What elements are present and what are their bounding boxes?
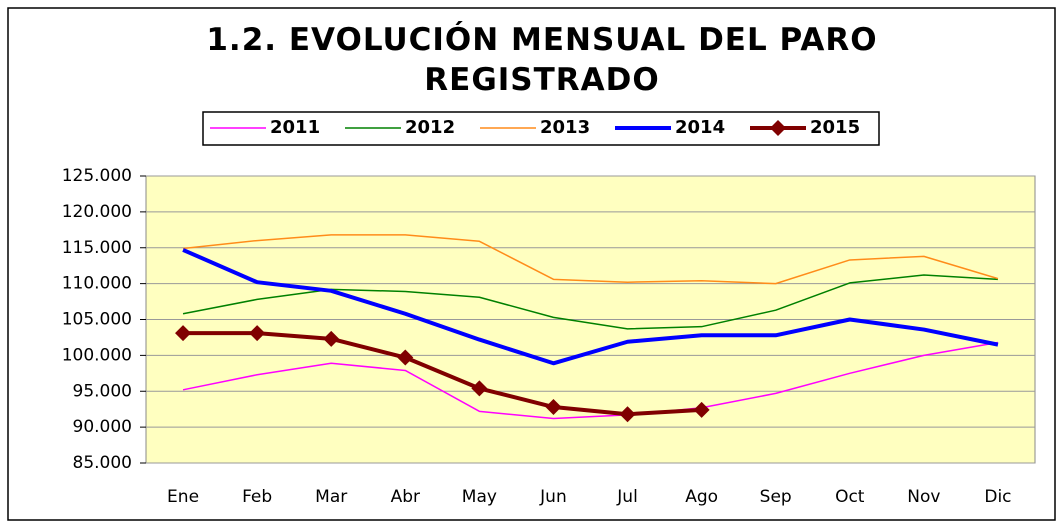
- x-tick-label: Ene: [167, 487, 199, 507]
- data-marker: [175, 325, 192, 342]
- legend-marker: [770, 120, 786, 136]
- x-tick-label: Sep: [760, 487, 792, 507]
- legend-label: 2012: [405, 117, 455, 138]
- x-tick-label: Abr: [391, 487, 420, 507]
- data-marker: [249, 325, 266, 342]
- y-tick-label: 95.000: [73, 381, 132, 401]
- x-tick-label: Jun: [539, 487, 567, 507]
- x-tick-label: May: [462, 487, 497, 507]
- x-tick-label: Nov: [907, 487, 940, 507]
- y-tick-label: 120.000: [62, 202, 132, 222]
- y-tick-label: 100.000: [62, 345, 132, 365]
- data-marker: [323, 330, 340, 347]
- data-marker: [471, 380, 488, 397]
- y-tick-label: 110.000: [62, 274, 132, 294]
- series-line: [182, 248, 999, 366]
- series-line: [182, 341, 999, 420]
- x-tick-label: Dic: [984, 487, 1011, 507]
- y-tick-label: 105.000: [62, 310, 132, 330]
- x-tick-label: Oct: [835, 487, 865, 507]
- series-line: [183, 331, 702, 417]
- data-marker: [693, 401, 710, 418]
- legend-label: 2015: [810, 117, 860, 138]
- legend-label: 2014: [675, 117, 725, 138]
- y-tick-label: 90.000: [73, 417, 132, 437]
- y-tick-label: 85.000: [73, 453, 132, 473]
- legend-label: 2011: [270, 117, 320, 138]
- chart-title: 1.2. EVOLUCIÓN MENSUAL DEL PARO REGISTRA…: [206, 22, 878, 98]
- data-marker: [545, 399, 562, 416]
- legend-label: 2013: [540, 117, 590, 138]
- y-tick-label: 115.000: [62, 238, 132, 258]
- data-marker: [619, 406, 636, 423]
- x-tick-label: Ago: [685, 487, 718, 507]
- y-tick-label: 125.000: [62, 166, 132, 186]
- x-tick-label: Mar: [315, 487, 347, 507]
- data-marker: [397, 349, 414, 366]
- x-tick-label: Feb: [242, 487, 272, 507]
- x-tick-label: Jul: [616, 487, 638, 507]
- series-line: [182, 234, 999, 285]
